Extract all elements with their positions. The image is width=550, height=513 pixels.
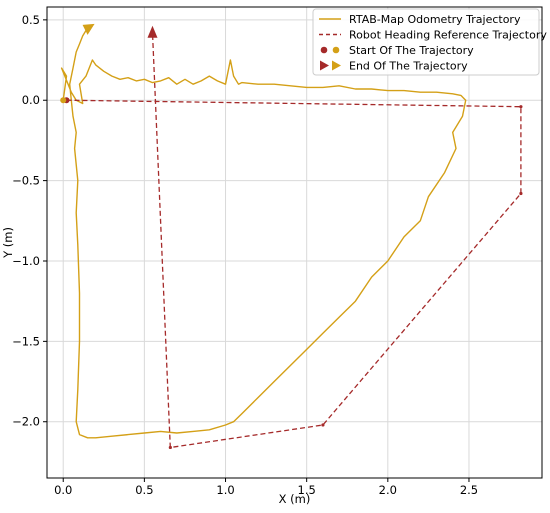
y-tick-label: −1.5: [12, 334, 40, 348]
reference-waypoint: [321, 423, 325, 427]
legend-swatch-triangle: [320, 60, 329, 71]
legend-swatch-triangle: [332, 60, 341, 71]
y-tick-label: 0.5: [22, 13, 40, 27]
plot-frame: [46, 6, 543, 479]
start-marker: [60, 97, 67, 104]
ticks: 0.0 0.5 1.0 1.5 2.0 2.5 0.5 0.0 −0.5 −1.0 −1.5 −2.0: [12, 13, 478, 497]
y-tick-label: −2.0: [12, 415, 40, 429]
odometry-trajectory-line: [60, 27, 467, 439]
legend-label: Robot Heading Reference Trajectory: [349, 29, 547, 42]
x-tick-label: 0.0: [54, 483, 72, 497]
x-tick-label: 1.5: [298, 483, 316, 497]
legend: RTAB-Map Odometry Trajectory Robot Headin…: [312, 8, 547, 76]
x-tick-label: 2.0: [379, 483, 397, 497]
x-tick-label: 2.5: [460, 483, 478, 497]
legend-swatch-circle: [332, 46, 340, 54]
reference-waypoint: [519, 191, 523, 196]
x-tick-label: 1.0: [216, 483, 234, 497]
y-axis-label: Y (m): [1, 227, 15, 259]
x-axis-label: X (m): [279, 492, 311, 506]
reference-waypoint: [519, 105, 523, 109]
legend-label: RTAB-Map Odometry Trajectory: [349, 13, 521, 26]
grid: [47, 7, 542, 478]
series-layer: [60, 27, 523, 450]
reference-waypoint: [168, 445, 172, 450]
end-marker: [147, 25, 158, 38]
marker-layer: [60, 23, 158, 104]
legend-label: Start Of The Trajectory: [349, 44, 474, 57]
y-tick-label: 0.0: [22, 93, 40, 107]
reference-trajectory-line: [66, 32, 522, 449]
x-tick-label: 0.5: [135, 483, 153, 497]
end-marker: [82, 23, 95, 35]
legend-swatch-circle: [320, 46, 328, 54]
legend-box: [312, 8, 540, 76]
legend-label: End Of The Trajectory: [349, 60, 468, 73]
y-tick-label: −1.0: [12, 254, 40, 268]
y-tick-label: −0.5: [12, 174, 40, 188]
